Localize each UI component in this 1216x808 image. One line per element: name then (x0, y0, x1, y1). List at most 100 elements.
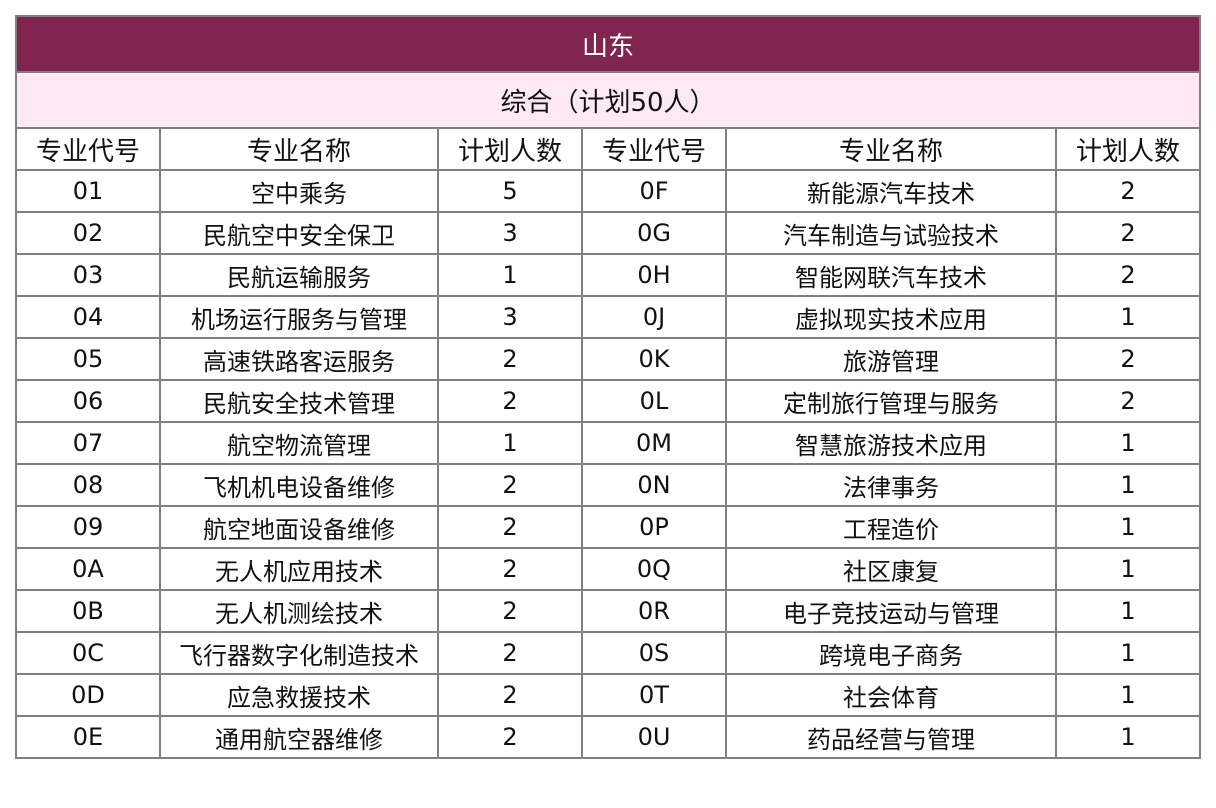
column-header-name: 专业名称 (725, 127, 1057, 171)
cell-code: 0B (15, 589, 161, 633)
cell-code: 0K (581, 337, 727, 381)
table-row: 09 航空地面设备维修 2 0P 工程造价 1 (15, 505, 1202, 549)
cell-count: 2 (437, 505, 583, 549)
cell-count: 1 (1054, 631, 1202, 675)
cell-count: 1 (437, 421, 583, 465)
cell-name: 社区康复 (725, 547, 1057, 591)
table-row: 06 民航安全技术管理 2 0L 定制旅行管理与服务 2 (15, 379, 1202, 423)
cell-code: 09 (15, 505, 161, 549)
cell-count: 1 (1054, 547, 1202, 591)
cell-count: 5 (437, 169, 583, 213)
cell-count: 3 (437, 211, 583, 255)
column-header-count: 计划人数 (1054, 127, 1202, 171)
cell-name: 智慧旅游技术应用 (725, 421, 1057, 465)
header-row: 专业代号 专业名称 计划人数 专业代号 专业名称 计划人数 (15, 127, 1202, 171)
cell-count: 2 (437, 715, 583, 759)
table-row: 05 高速铁路客运服务 2 0K 旅游管理 2 (15, 337, 1202, 381)
cell-code: 0C (15, 631, 161, 675)
table-row: 0B 无人机测绘技术 2 0R 电子竞技运动与管理 1 (15, 589, 1202, 633)
column-header-count: 计划人数 (437, 127, 583, 171)
cell-name: 工程造价 (725, 505, 1057, 549)
table-row: 0A 无人机应用技术 2 0Q 社区康复 1 (15, 547, 1202, 591)
cell-name: 智能网联汽车技术 (725, 253, 1057, 297)
cell-name: 社会体育 (725, 673, 1057, 717)
table-row: 01 空中乘务 5 0F 新能源汽车技术 2 (15, 169, 1202, 213)
column-header-code: 专业代号 (15, 127, 161, 171)
cell-count: 2 (437, 463, 583, 507)
cell-name: 高速铁路客运服务 (159, 337, 439, 381)
cell-count: 2 (1054, 211, 1202, 255)
cell-count: 1 (1054, 589, 1202, 633)
cell-code: 0E (15, 715, 161, 759)
cell-name: 民航空中安全保卫 (159, 211, 439, 255)
cell-code: 0J (581, 295, 727, 339)
cell-name: 飞机机电设备维修 (159, 463, 439, 507)
cell-code: 0N (581, 463, 727, 507)
cell-code: 03 (15, 253, 161, 297)
cell-count: 2 (437, 337, 583, 381)
cell-code: 0Q (581, 547, 727, 591)
cell-code: 0R (581, 589, 727, 633)
cell-count: 1 (437, 253, 583, 297)
cell-code: 08 (15, 463, 161, 507)
cell-count: 1 (1054, 505, 1202, 549)
cell-name: 定制旅行管理与服务 (725, 379, 1057, 423)
cell-name: 飞行器数字化制造技术 (159, 631, 439, 675)
cell-code: 07 (15, 421, 161, 465)
cell-count: 2 (1054, 169, 1202, 213)
table-row: 08 飞机机电设备维修 2 0N 法律事务 1 (15, 463, 1202, 507)
cell-code: 0P (581, 505, 727, 549)
cell-count: 2 (1054, 337, 1202, 381)
cell-name: 法律事务 (725, 463, 1057, 507)
cell-count: 3 (437, 295, 583, 339)
cell-count: 1 (1054, 421, 1202, 465)
cell-name: 航空地面设备维修 (159, 505, 439, 549)
cell-name: 通用航空器维修 (159, 715, 439, 759)
cell-name: 空中乘务 (159, 169, 439, 213)
column-header-code: 专业代号 (581, 127, 727, 171)
cell-code: 0G (581, 211, 727, 255)
cell-name: 电子竞技运动与管理 (725, 589, 1057, 633)
cell-code: 0D (15, 673, 161, 717)
cell-count: 2 (437, 547, 583, 591)
cell-count: 2 (437, 379, 583, 423)
cell-name: 民航安全技术管理 (159, 379, 439, 423)
cell-code: 06 (15, 379, 161, 423)
table-row: 03 民航运输服务 1 0H 智能网联汽车技术 2 (15, 253, 1202, 297)
cell-count: 1 (1054, 715, 1202, 759)
cell-name: 无人机测绘技术 (159, 589, 439, 633)
table-row: 04 机场运行服务与管理 3 0J 虚拟现实技术应用 1 (15, 295, 1202, 339)
cell-name: 旅游管理 (725, 337, 1057, 381)
cell-name: 机场运行服务与管理 (159, 295, 439, 339)
cell-code: 04 (15, 295, 161, 339)
cell-name: 航空物流管理 (159, 421, 439, 465)
table-row: 02 民航空中安全保卫 3 0G 汽车制造与试验技术 2 (15, 211, 1202, 255)
cell-name: 药品经营与管理 (725, 715, 1057, 759)
cell-count: 2 (437, 589, 583, 633)
cell-count: 2 (1054, 379, 1202, 423)
column-header-name: 专业名称 (159, 127, 439, 171)
cell-name: 应急救援技术 (159, 673, 439, 717)
table-title: 山东 (14, 15, 1202, 73)
cell-code: 0F (581, 169, 727, 213)
cell-name: 汽车制造与试验技术 (725, 211, 1057, 255)
cell-count: 2 (437, 673, 583, 717)
cell-name: 新能源汽车技术 (725, 169, 1057, 213)
cell-count: 2 (437, 631, 583, 675)
cell-count: 1 (1054, 295, 1202, 339)
cell-code: 0T (581, 673, 727, 717)
cell-count: 1 (1054, 463, 1202, 507)
cell-code: 02 (15, 211, 161, 255)
table-row: 0C 飞行器数字化制造技术 2 0S 跨境电子商务 1 (15, 631, 1202, 675)
cell-code: 0M (581, 421, 727, 465)
cell-code: 0S (581, 631, 727, 675)
cell-name: 跨境电子商务 (725, 631, 1057, 675)
cell-count: 1 (1054, 673, 1202, 717)
cell-code: 05 (15, 337, 161, 381)
cell-name: 虚拟现实技术应用 (725, 295, 1057, 339)
table-subtitle: 综合（计划50人） (14, 71, 1202, 129)
cell-code: 0U (581, 715, 727, 759)
cell-code: 0L (581, 379, 727, 423)
table-row: 07 航空物流管理 1 0M 智慧旅游技术应用 1 (15, 421, 1202, 465)
enrollment-plan-table: 山东 综合（计划50人） 专业代号 专业名称 计划人数 专业代号 专业名称 计划人数 01… (14, 15, 1202, 759)
